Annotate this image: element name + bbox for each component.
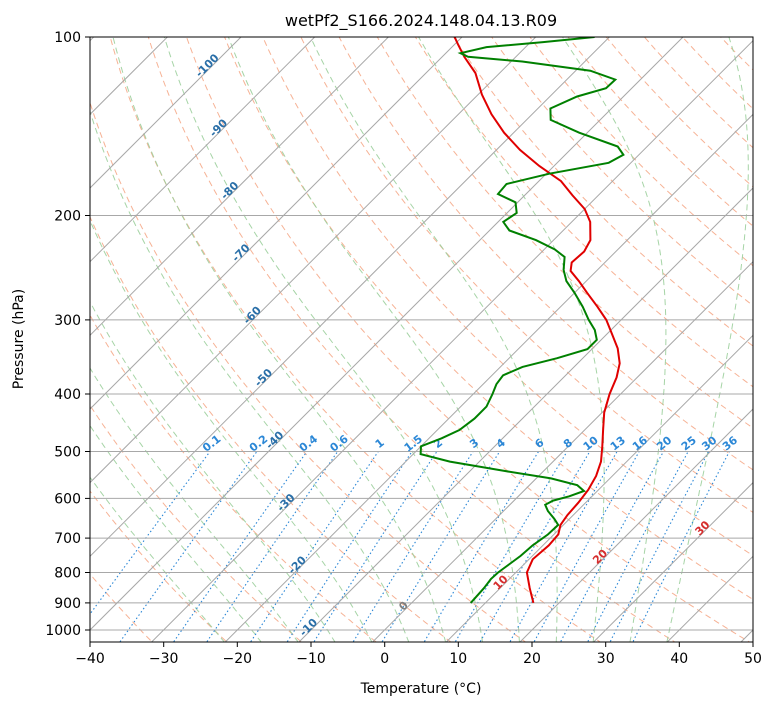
y-tick-label: 1000 [45, 623, 81, 639]
isotherm-line [371, 260, 753, 642]
moist-adiabat-line [666, 37, 749, 642]
isobar-gridlines [90, 37, 753, 631]
x-tick-label: 50 [744, 651, 762, 667]
mixing-ratio-line [586, 451, 689, 642]
mixing-ratio-line [90, 451, 211, 616]
mixing-ratio-line [172, 451, 308, 642]
dry-adiabat-line [109, 37, 601, 642]
chart-title: wetPf2_S166.2024.148.04.13.R09 [285, 11, 557, 31]
x-tick-label: −20 [223, 651, 253, 667]
mixing-ratio-line [454, 451, 568, 642]
dry-adiabat-line [147, 37, 676, 642]
isotherm-line [90, 37, 611, 558]
isotherm-line [224, 113, 753, 642]
dry-adiabat-line [491, 37, 753, 307]
isotherm-line [298, 187, 753, 642]
mixing-ratio-line [206, 451, 339, 642]
isotherm-line [445, 334, 753, 642]
plot-frame [89, 36, 754, 643]
mixing-ratio-line [381, 451, 501, 642]
isotherm-line [90, 37, 316, 263]
dry-adiabat-line [90, 215, 452, 642]
dry-adiabat-line [90, 490, 228, 642]
isotherm-line [519, 408, 753, 642]
axes: −40 −30 −20 −10 0 10 20 30 40 50 100 200 300 400 500 60… [45, 30, 762, 667]
dry-adiabat-line [185, 37, 751, 642]
x-tick-label: 30 [597, 651, 615, 667]
moist-adiabat-line [418, 37, 605, 642]
mixing-ratio-line [313, 451, 438, 642]
moist-adiabat-line [90, 109, 410, 642]
dry-adiabat-line [90, 101, 527, 642]
isotherm-line [150, 39, 753, 642]
x-tick-label: 40 [670, 651, 688, 667]
moist-adiabat-line [227, 37, 520, 642]
x-tick-label: −30 [149, 651, 179, 667]
x-axis-title: Temperature (°C) [360, 681, 482, 697]
moist-adiabat-line [112, 37, 447, 642]
y-tick-label: 800 [54, 566, 81, 582]
x-tick-label: 0 [380, 651, 389, 667]
moist-adiabat-line [90, 424, 262, 642]
isotherm-line [90, 37, 390, 337]
y-tick-label: 300 [54, 313, 81, 329]
y-tick-label: 400 [54, 387, 81, 403]
dewpoint-line [419, 37, 625, 604]
isotherm-line [90, 37, 463, 410]
temperature-line [453, 37, 621, 604]
dry-adiabat-line [453, 37, 753, 347]
dry-adiabat-line [300, 37, 753, 513]
mixing-ratio-line [119, 451, 258, 642]
dry-adiabat-line [414, 37, 753, 388]
moist-adiabat-line [310, 37, 558, 642]
isotherm-line [90, 37, 537, 484]
dry-adiabat-line [90, 404, 303, 642]
x-tick-label: −10 [296, 651, 326, 667]
dry-adiabat-line [90, 314, 377, 642]
moist-adiabat-line [163, 37, 484, 642]
mixing-ratio-line [559, 451, 664, 642]
moist-adiabat-line [90, 476, 225, 642]
y-tick-label: 600 [54, 491, 81, 507]
isotherm-gridlines [90, 37, 753, 642]
x-tick-label: 10 [449, 651, 467, 667]
y-tick-label: 900 [54, 596, 81, 612]
x-tick-label: −40 [75, 651, 105, 667]
y-tick-label: 500 [54, 445, 81, 461]
profile-series [419, 37, 625, 604]
y-axis-title: Pressure (hPa) [11, 289, 27, 389]
mixing-ratio-line [609, 451, 710, 642]
moist-adiabat-line [90, 219, 373, 642]
isotherm-line [90, 37, 684, 631]
x-tick-label: 20 [523, 651, 541, 667]
moist-adiabat-line [90, 300, 336, 642]
isotherm-line [592, 481, 753, 642]
isotherm-line [90, 37, 242, 189]
dry-adiabat-line [224, 37, 753, 601]
moist-adiabat-line [562, 37, 667, 642]
mixing-ratio-line [286, 451, 413, 642]
mixing-ratio-line [249, 451, 379, 642]
y-tick-label: 100 [54, 30, 81, 46]
y-tick-label: 200 [54, 209, 81, 225]
mixing-ratio-line [479, 451, 591, 642]
y-tick-label: 700 [54, 531, 81, 547]
